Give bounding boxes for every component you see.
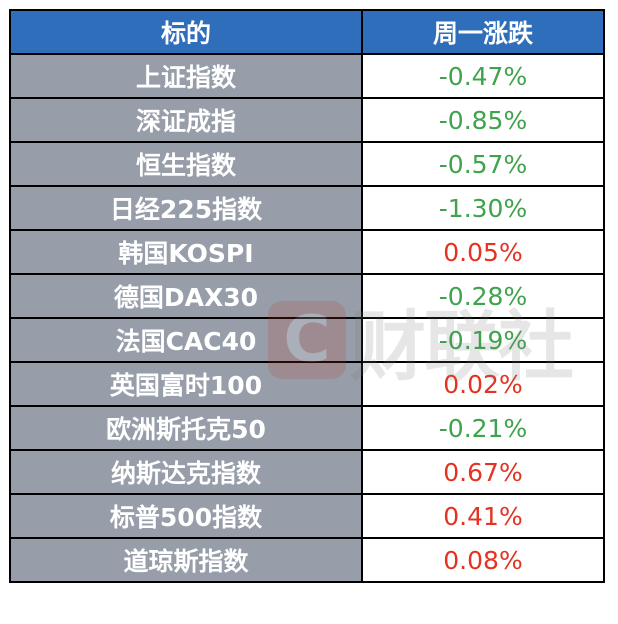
index-change: 0.02% [361,361,605,407]
table-row: 法国CAC40 -0.19% [9,317,605,363]
index-change: 0.05% [361,229,605,275]
header-row: 标的 周一涨跌 [9,9,605,55]
table-row: 标普500指数 0.41% [9,493,605,539]
table-row: 恒生指数 -0.57% [9,141,605,187]
index-name: 日经225指数 [9,185,363,231]
table-row: 上证指数 -0.47% [9,53,605,99]
table-row: 韩国KOSPI 0.05% [9,229,605,275]
table-row: 深证成指 -0.85% [9,97,605,143]
index-name: 道琼斯指数 [9,537,363,583]
index-name: 德国DAX30 [9,273,363,319]
index-name: 纳斯达克指数 [9,449,363,495]
index-change: -0.21% [361,405,605,451]
header-name: 标的 [9,9,363,55]
table-row: 日经225指数 -1.30% [9,185,605,231]
table-row: 道琼斯指数 0.08% [9,537,605,583]
index-name: 韩国KOSPI [9,229,363,275]
index-name: 法国CAC40 [9,317,363,363]
index-change: 0.67% [361,449,605,495]
index-name: 上证指数 [9,53,363,99]
table-row: 德国DAX30 -0.28% [9,273,605,319]
table-row: 纳斯达克指数 0.67% [9,449,605,495]
index-change: -0.85% [361,97,605,143]
index-name: 欧洲斯托克50 [9,405,363,451]
index-change: -0.47% [361,53,605,99]
index-change: -0.57% [361,141,605,187]
table-row: 英国富时100 0.02% [9,361,605,407]
index-change-table: 标的 周一涨跌 上证指数 -0.47% 深证成指 -0.85% 恒生指数 -0.57% 日经… [9,9,605,583]
header-change: 周一涨跌 [361,9,605,55]
index-name: 标普500指数 [9,493,363,539]
table-row: 欧洲斯托克50 -0.21% [9,405,605,451]
index-name: 恒生指数 [9,141,363,187]
index-change: -0.19% [361,317,605,363]
index-change: -1.30% [361,185,605,231]
index-change: 0.08% [361,537,605,583]
index-change: -0.28% [361,273,605,319]
index-name: 深证成指 [9,97,363,143]
index-name: 英国富时100 [9,361,363,407]
index-change: 0.41% [361,493,605,539]
